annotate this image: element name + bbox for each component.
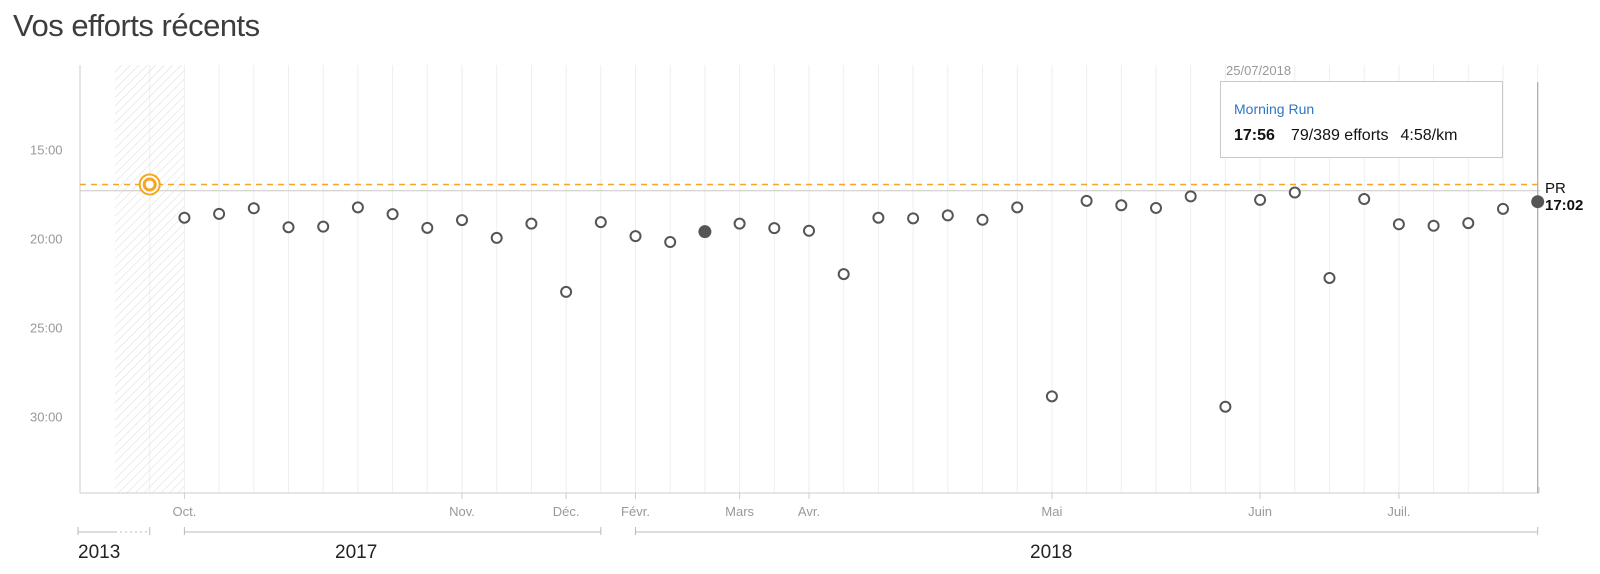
effort-point bbox=[941, 209, 954, 222]
effort-tooltip: Morning Run 17:56 79/389 efforts 4:58/km bbox=[1220, 81, 1503, 158]
x-tick-label: Déc. bbox=[553, 504, 580, 519]
y-tick-label: 15:00 bbox=[30, 143, 63, 158]
x-tick-label: Oct. bbox=[172, 504, 196, 519]
points-layer bbox=[138, 173, 1545, 413]
effort-rank: 79/389 efforts bbox=[1290, 127, 1389, 144]
effort-point bbox=[1115, 199, 1128, 212]
x-tick-label: Avr. bbox=[798, 504, 820, 519]
effort-point bbox=[525, 217, 538, 230]
tooltip-date: 25/07/2018 bbox=[1226, 63, 1292, 78]
page-title: Vos efforts récents bbox=[13, 8, 260, 43]
effort-point bbox=[247, 202, 260, 215]
effort-point bbox=[1184, 190, 1197, 203]
pr-label: PR bbox=[1545, 180, 1566, 197]
pr-time: 17:02 bbox=[1545, 197, 1583, 214]
effort-point bbox=[1288, 186, 1301, 199]
effort-point bbox=[1219, 400, 1232, 413]
effort-point bbox=[1392, 218, 1405, 231]
year-label: 2018 bbox=[1030, 542, 1072, 563]
effort-point bbox=[456, 214, 468, 227]
x-tick-label: Nov. bbox=[449, 504, 475, 519]
hatch-layer bbox=[115, 65, 185, 493]
effort-time: 17:56 bbox=[1234, 127, 1275, 144]
effort-point bbox=[837, 268, 850, 281]
effort-point bbox=[1462, 217, 1475, 230]
x-tick-label: Mai bbox=[1041, 504, 1062, 519]
pr-point bbox=[142, 177, 157, 192]
x-tick-label: Juin bbox=[1248, 504, 1272, 519]
effort-point bbox=[213, 207, 226, 220]
effort-point bbox=[1427, 219, 1440, 232]
tooltip-stats: 17:56 79/389 efforts 4:58/km bbox=[1234, 127, 1457, 145]
effort-point bbox=[1497, 202, 1509, 215]
highlight-point bbox=[698, 225, 712, 239]
grid-layer bbox=[149, 65, 1539, 493]
effort-point bbox=[351, 201, 364, 214]
y-tick-label: 30:00 bbox=[30, 410, 63, 425]
effort-point bbox=[386, 208, 399, 221]
effort-point bbox=[490, 231, 503, 244]
effort-point bbox=[1080, 194, 1093, 207]
effort-point bbox=[976, 213, 989, 226]
effort-point bbox=[803, 224, 815, 237]
gap-band bbox=[115, 65, 185, 493]
effort-point bbox=[629, 230, 642, 243]
year-axis: 2013 2017 2018 bbox=[77, 527, 1539, 563]
effort-point bbox=[733, 217, 746, 230]
effort-point bbox=[1045, 390, 1058, 403]
effort-point bbox=[421, 221, 434, 234]
x-tick-label: Mars bbox=[725, 504, 754, 519]
effort-point bbox=[872, 211, 885, 224]
effort-point bbox=[178, 211, 191, 224]
effort-point bbox=[768, 222, 781, 235]
activity-link[interactable]: Morning Run bbox=[1234, 101, 1315, 117]
x-tick-label: Juil. bbox=[1387, 504, 1410, 519]
effort-point bbox=[664, 236, 677, 249]
effort-point bbox=[282, 221, 295, 234]
effort-point bbox=[594, 216, 607, 229]
selected-point bbox=[1531, 195, 1545, 209]
effort-point bbox=[560, 285, 573, 298]
effort-point bbox=[907, 212, 920, 225]
year-label: 2013 bbox=[78, 542, 120, 563]
y-tick-label: 20:00 bbox=[30, 232, 63, 247]
axis-layer: 15:00 20:00 25:00 30:00 Oct. Nov. Déc. Févr. Mar… bbox=[30, 65, 1540, 519]
effort-point bbox=[1323, 271, 1336, 284]
effort-point bbox=[317, 220, 330, 233]
year-label: 2017 bbox=[335, 542, 377, 563]
effort-pace: 4:58/km bbox=[1400, 127, 1458, 144]
effort-point bbox=[1254, 193, 1267, 206]
effort-point bbox=[1011, 201, 1024, 214]
x-tick-label: Févr. bbox=[621, 504, 650, 519]
y-tick-label: 25:00 bbox=[30, 321, 63, 336]
effort-point bbox=[1150, 201, 1162, 214]
effort-point bbox=[1358, 193, 1371, 206]
